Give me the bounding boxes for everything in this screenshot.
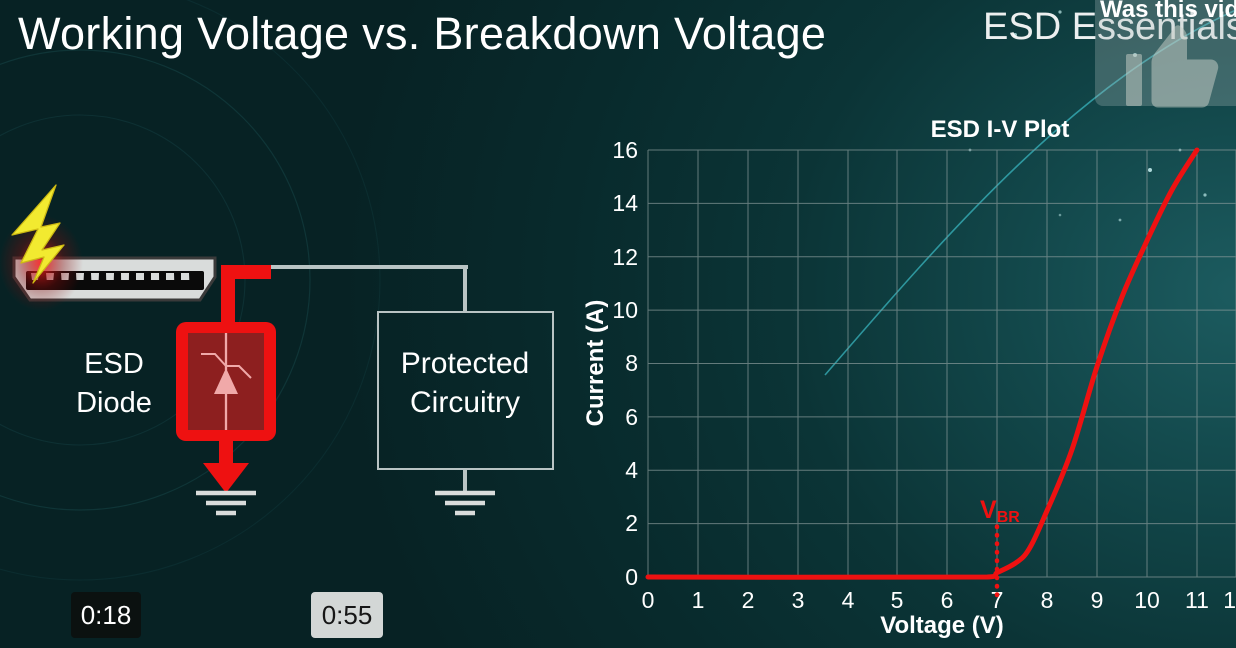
svg-text:0: 0	[625, 564, 638, 590]
svg-text:14: 14	[612, 190, 638, 216]
svg-text:Current (A): Current (A)	[582, 300, 609, 427]
svg-text:10: 10	[1134, 587, 1160, 613]
svg-text:4: 4	[625, 457, 638, 483]
svg-text:1: 1	[692, 587, 705, 613]
svg-text:12: 12	[612, 244, 638, 270]
svg-text:VBR: VBR	[980, 496, 1020, 526]
svg-text:10: 10	[612, 297, 638, 323]
svg-text:9: 9	[1091, 587, 1104, 613]
svg-text:16: 16	[612, 137, 638, 163]
svg-text:8: 8	[625, 350, 638, 376]
svg-text:3: 3	[792, 587, 805, 613]
svg-text:2: 2	[625, 510, 638, 536]
svg-text:7: 7	[991, 587, 1004, 613]
svg-text:Voltage (V): Voltage (V)	[880, 612, 1004, 639]
svg-text:12: 12	[1223, 587, 1236, 613]
svg-text:2: 2	[742, 587, 755, 613]
svg-text:6: 6	[625, 404, 638, 430]
svg-text:5: 5	[891, 587, 904, 613]
svg-text:6: 6	[941, 587, 954, 613]
svg-text:11: 11	[1185, 587, 1209, 613]
svg-text:4: 4	[842, 587, 855, 613]
svg-text:0: 0	[642, 587, 655, 613]
svg-text:8: 8	[1041, 587, 1054, 613]
